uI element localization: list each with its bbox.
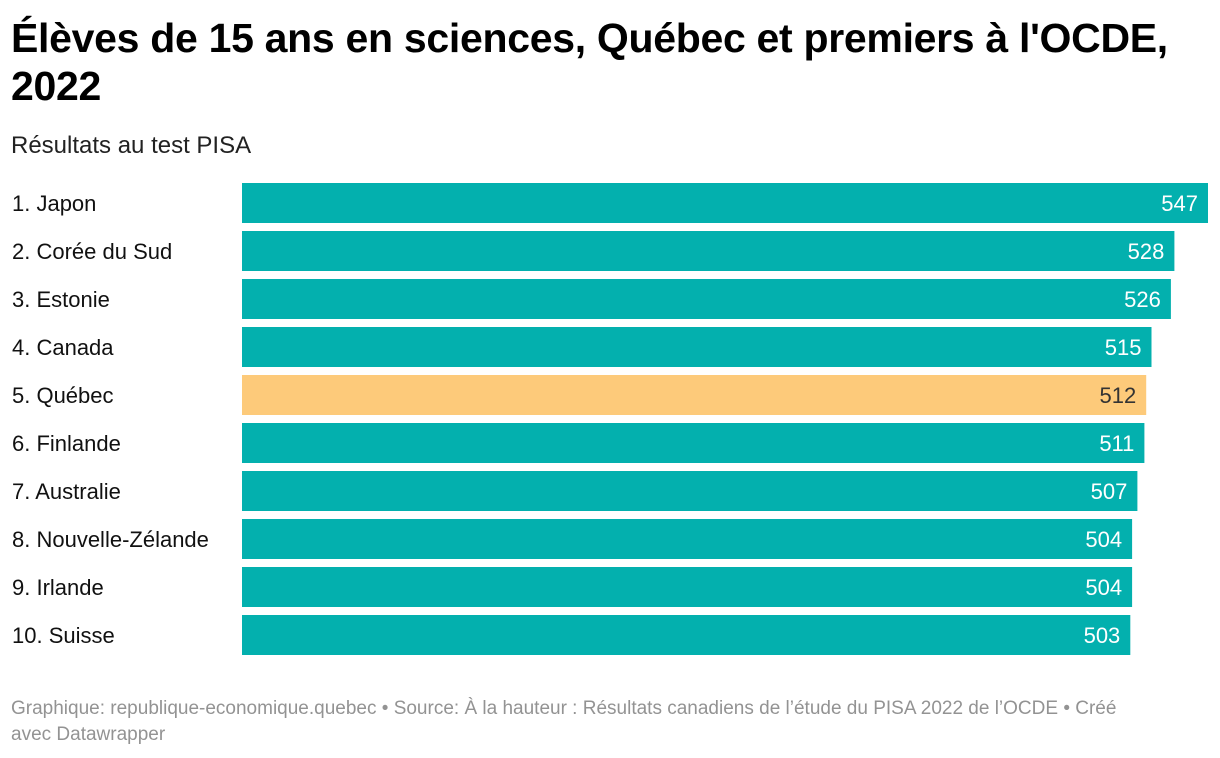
bar	[242, 519, 1133, 559]
chart-subtitle: Résultats au test PISA	[11, 132, 252, 159]
bar	[242, 279, 1171, 319]
bar-chart: 1. Japon 547 2. Corée du Sud 528 3. Estonie 5…	[12, 183, 1208, 655]
category-label: 1. Japon	[12, 191, 96, 216]
category-label: 3. Estonie	[12, 287, 110, 312]
bar-value-label: 526	[1124, 287, 1161, 312]
bar-row: 5. Québec 512	[12, 375, 1147, 415]
bar-row: 10. Suisse 503	[12, 615, 1131, 655]
bar-value-label: 504	[1085, 527, 1122, 552]
bar-row: 2. Corée du Sud 528	[12, 231, 1175, 271]
bar	[242, 183, 1208, 223]
bar	[242, 615, 1131, 655]
bar	[242, 327, 1152, 367]
bar-row: 1. Japon 547	[12, 183, 1208, 223]
category-label: 10. Suisse	[12, 623, 115, 648]
category-label: 8. Nouvelle-Zélande	[12, 527, 209, 552]
bar-highlight	[242, 375, 1147, 415]
chart-footer: Graphique: republique-economique.quebec …	[11, 698, 1117, 745]
bar-value-label: 547	[1161, 191, 1198, 216]
bar-value-label: 515	[1105, 335, 1142, 360]
bar-row: 9. Irlande 504	[12, 567, 1133, 607]
category-label: 7. Australie	[12, 479, 121, 504]
bar-row: 8. Nouvelle-Zélande 504	[12, 519, 1133, 559]
category-label: 6. Finlande	[12, 431, 121, 456]
bar	[242, 231, 1175, 271]
bar	[242, 471, 1138, 511]
bar-value-label: 528	[1128, 239, 1165, 264]
category-label: 2. Corée du Sud	[12, 239, 172, 264]
bar-value-label: 503	[1084, 623, 1121, 648]
bar-row: 3. Estonie 526	[12, 279, 1171, 319]
chart-title: Élèves de 15 ans en sciences, Québec et …	[11, 15, 1168, 109]
bar-row: 7. Australie 507	[12, 471, 1138, 511]
category-label: 9. Irlande	[12, 575, 104, 600]
bar-value-label: 507	[1091, 479, 1128, 504]
bar-row: 6. Finlande 511	[12, 423, 1145, 463]
bar-value-label: 504	[1085, 575, 1122, 600]
bar-value-label: 511	[1099, 431, 1134, 456]
bar	[242, 423, 1145, 463]
category-label: 4. Canada	[12, 335, 114, 360]
bar-row: 4. Canada 515	[12, 327, 1152, 367]
category-label: 5. Québec	[12, 383, 114, 408]
bar-value-label: 512	[1099, 383, 1136, 408]
bar	[242, 567, 1133, 607]
